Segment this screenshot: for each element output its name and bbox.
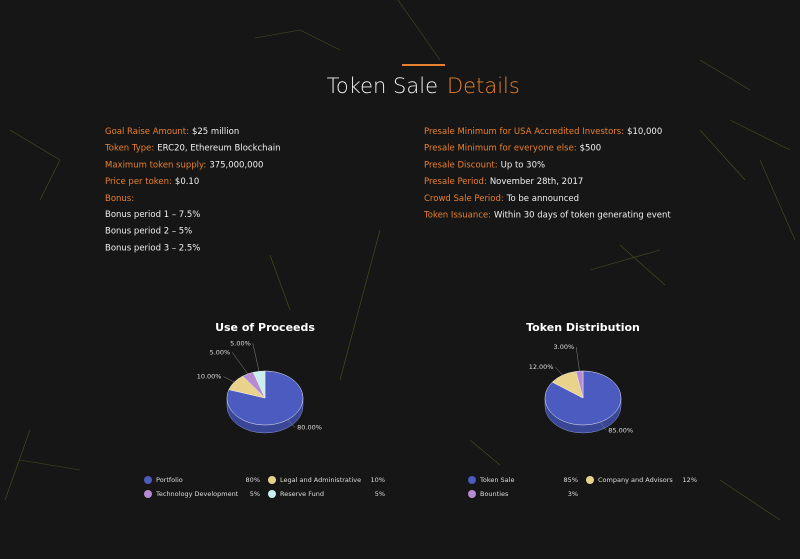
- detail-line: Goal Raise Amount: $25 million: [105, 127, 239, 137]
- label-leader: [575, 346, 580, 372]
- legend-swatch: [268, 490, 276, 498]
- detail-line: Presale Discount: Up to 30%: [424, 160, 545, 170]
- detail-value: Within 30 days of token generating event: [494, 210, 671, 220]
- legend-swatch: [268, 476, 276, 484]
- detail-value: 375,000,000: [209, 160, 263, 170]
- legend-label: Reserve Fund: [280, 490, 324, 498]
- legend-value: 10%: [371, 476, 385, 484]
- label-leader: [555, 367, 563, 376]
- legend-label: Portfolio: [156, 476, 183, 484]
- label-leader: [252, 343, 260, 372]
- slice-label: 5.00%: [210, 348, 231, 356]
- detail-line: Bonus:: [105, 193, 134, 203]
- legend-value: 5%: [375, 490, 385, 498]
- bonus-period: Bonus period 1 – 7.5%: [105, 210, 200, 220]
- legend-value: 80%: [246, 476, 260, 484]
- chart-title: Use of Proceeds: [215, 321, 315, 334]
- detail-label: Goal Raise Amount:: [105, 127, 189, 137]
- label-leader: [287, 419, 296, 428]
- detail-value: $0.10: [175, 177, 199, 187]
- legend-value: 5%: [250, 490, 260, 498]
- legend-swatch: [468, 490, 476, 498]
- detail-label: Presale Period:: [424, 177, 487, 187]
- legend-label: Token Sale: [479, 476, 514, 484]
- detail-label: Presale Minimum for everyone else:: [424, 143, 577, 153]
- slice-label: 5.00%: [230, 339, 251, 347]
- detail-label: Maximum token supply:: [105, 160, 206, 170]
- detail-line: Price per token: $0.10: [105, 177, 199, 187]
- chart-title: Token Distribution: [526, 321, 640, 334]
- detail-line: Crowd Sale Period: To be announced: [424, 193, 579, 203]
- slice-label: 80.00%: [297, 423, 322, 431]
- detail-line: Maximum token supply: 375,000,000: [105, 160, 263, 170]
- legend-value: 3%: [568, 490, 578, 498]
- detail-label: Token Issuance:: [423, 210, 491, 220]
- detail-line: Token Issuance: Within 30 days of token g…: [423, 210, 671, 220]
- detail-value: $500: [580, 143, 602, 153]
- legend-value: 85%: [564, 476, 578, 484]
- bonus-period: Bonus period 3 – 2.5%: [105, 243, 200, 253]
- detail-label: Presale Minimum for USA Accredited Inves…: [424, 127, 624, 137]
- slice-label: 10.00%: [197, 373, 222, 381]
- legend-label: Technology Development: [155, 490, 239, 498]
- slice-label: 12.00%: [529, 363, 554, 371]
- legend-swatch: [144, 476, 152, 484]
- label-leader: [600, 421, 607, 431]
- legend-swatch: [144, 490, 152, 498]
- slice-label: 85.00%: [608, 426, 633, 434]
- detail-value: ERC20, Ethereum Blockchain: [157, 143, 280, 153]
- detail-label: Bonus:: [105, 193, 134, 203]
- legend-label: Company and Advisors: [598, 476, 673, 484]
- legend-swatch: [586, 476, 594, 484]
- label-leader: [223, 376, 235, 383]
- legend-label: Legal and Administrative: [280, 476, 361, 484]
- detail-label: Presale Discount:: [424, 160, 498, 170]
- detail-label: Token Type:: [104, 143, 154, 153]
- detail-label: Price per token:: [105, 177, 172, 187]
- detail-line: Presale Minimum for everyone else: $500: [424, 143, 601, 153]
- detail-value: November 28th, 2017: [490, 177, 584, 187]
- detail-value: Up to 30%: [501, 160, 545, 170]
- legend-value: 12%: [683, 476, 697, 484]
- detail-line: Presale Period: November 28th, 2017: [424, 177, 583, 187]
- detail-value: $10,000: [627, 127, 662, 137]
- label-leader: [232, 352, 248, 375]
- title: Token Sale: [327, 74, 438, 98]
- bonus-period: Bonus period 2 – 5%: [105, 227, 192, 237]
- legend-swatch: [468, 476, 476, 484]
- detail-line: Token Type: ERC20, Ethereum Blockchain: [104, 143, 281, 153]
- background-network: [4, 0, 796, 521]
- slice-label: 3.00%: [554, 343, 575, 351]
- detail-label: Crowd Sale Period:: [424, 193, 504, 203]
- title-accent: Details: [447, 74, 520, 98]
- legend-label: Bounties: [480, 490, 509, 498]
- detail-value: To be announced: [506, 193, 579, 203]
- detail-line: Presale Minimum for USA Accredited Inves…: [424, 127, 662, 137]
- detail-value: $25 million: [192, 127, 239, 137]
